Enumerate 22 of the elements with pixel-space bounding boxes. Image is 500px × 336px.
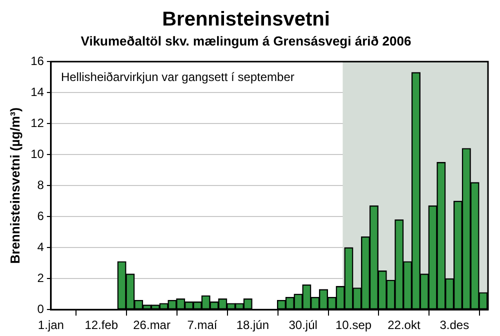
y-axis-title: Brennisteinsvetni (µg/m³)	[7, 107, 22, 264]
x-tick-label: 30.júl	[288, 318, 318, 332]
y-tick-label: 4	[37, 240, 44, 254]
y-tick-label: 0	[37, 302, 44, 316]
x-tick-label: 18.jún	[236, 318, 270, 332]
x-tick-label: 12.feb	[84, 318, 118, 332]
y-tick-label: 8	[37, 178, 44, 192]
y-tick-label: 2	[37, 270, 44, 285]
x-tick-label: 22.okt	[388, 318, 421, 332]
chart-title: Brennisteinsvetni	[162, 8, 330, 31]
y-tick-label: 6	[37, 208, 44, 223]
x-tick-label: 1.jan	[38, 318, 64, 332]
y-tick-label: 16	[30, 54, 44, 68]
x-tick-label: 26.mar	[133, 318, 170, 332]
x-tick-label: 7.maí	[187, 318, 218, 332]
x-tick-label: 3.des	[440, 318, 470, 332]
y-tick-label: 12	[30, 116, 44, 130]
chart-subtitle: Vikumeðaltöl skv. mælingum á Grensásvegi árið 2006	[80, 33, 412, 48]
annotation: Hellisheiðarvirkjun var gangsett í september	[60, 70, 294, 84]
y-tick-label: 10	[30, 146, 44, 161]
y-tick-label: 14	[30, 84, 44, 99]
x-tick-label: 10.sep	[336, 318, 372, 332]
